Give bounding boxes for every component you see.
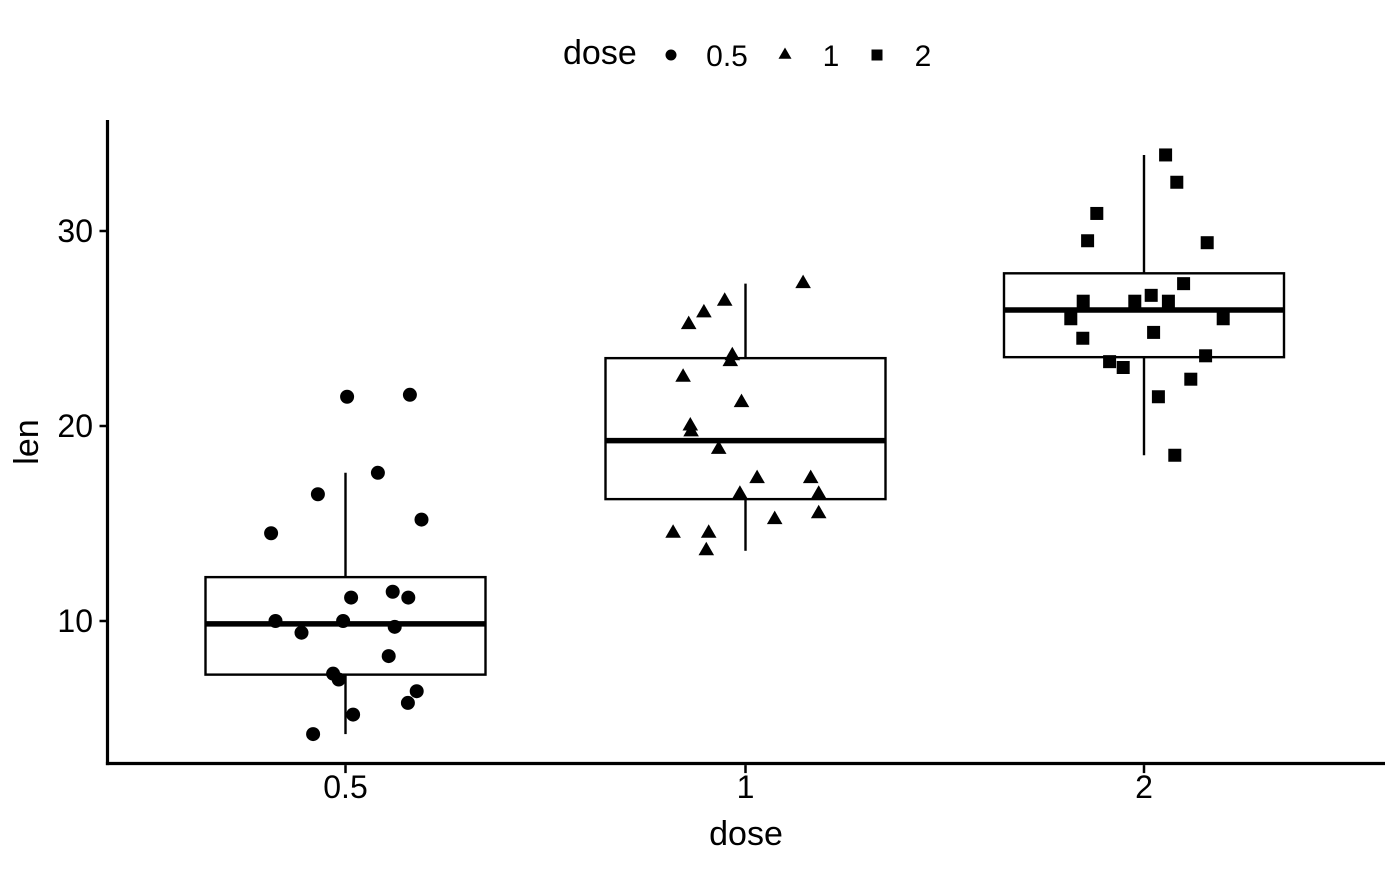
legend-item-label: 1 — [823, 40, 840, 73]
y-tick-label: 30 — [57, 213, 93, 249]
data-point-dose-1 — [802, 469, 819, 484]
data-point-dose-1 — [698, 541, 715, 556]
data-point-dose-1 — [810, 485, 827, 499]
data-point-dose-1 — [722, 352, 739, 367]
data-point-dose-2 — [1161, 294, 1175, 308]
data-point-dose-2 — [1184, 372, 1198, 386]
data-point-dose-2 — [1200, 236, 1214, 250]
data-point-dose-1 — [732, 485, 748, 499]
data-point-dose-0.5 — [340, 389, 355, 404]
data-point-dose-0.5 — [381, 649, 396, 664]
data-point-dose-2 — [1076, 331, 1090, 345]
x-tick-label: 0.5 — [323, 769, 367, 805]
data-point-dose-0.5 — [400, 695, 415, 710]
data-point-dose-2 — [1090, 206, 1104, 220]
data-point-dose-2 — [1216, 312, 1230, 326]
data-point-dose-1 — [683, 422, 699, 437]
data-point-dose-2 — [1116, 361, 1130, 374]
legend-marker-circle-icon — [665, 49, 677, 61]
data-point-dose-1 — [716, 292, 733, 306]
data-point-dose-1 — [682, 417, 699, 431]
data-point-dose-2 — [1076, 294, 1090, 308]
box-iqr — [1002, 272, 1286, 359]
data-point-dose-0.5 — [346, 707, 361, 722]
data-point-dose-1 — [795, 274, 811, 289]
data-point-dose-2 — [1128, 294, 1142, 308]
data-point-dose-0.5 — [336, 614, 351, 628]
y-tick-label: 10 — [57, 603, 93, 639]
data-point-dose-1 — [680, 315, 697, 330]
data-point-dose-1 — [749, 469, 765, 484]
data-point-dose-1 — [710, 440, 727, 454]
data-point-dose-0.5 — [402, 387, 417, 402]
legend-item-label: 2 — [915, 40, 932, 73]
y-axis-title: len — [8, 419, 46, 464]
data-point-dose-0.5 — [294, 625, 309, 640]
data-point-dose-0.5 — [401, 590, 416, 605]
data-point-dose-0.5 — [387, 619, 402, 634]
legend-title: dose — [563, 34, 637, 72]
data-point-dose-0.5 — [385, 584, 400, 599]
box-iqr — [604, 356, 887, 501]
data-point-dose-0.5 — [268, 614, 283, 628]
data-point-dose-2 — [1103, 355, 1117, 369]
legend-marker-triangle-icon — [778, 47, 792, 59]
x-tick-label: 2 — [1135, 769, 1153, 805]
data-point-dose-0.5 — [414, 512, 429, 527]
y-tick-label: 20 — [57, 408, 93, 444]
data-point-dose-2 — [1177, 277, 1191, 291]
data-point-dose-0.5 — [310, 487, 325, 502]
data-point-dose-2 — [1151, 390, 1165, 404]
data-point-dose-0.5 — [306, 727, 321, 742]
data-point-dose-0.5 — [331, 672, 346, 687]
x-tick-label: 1 — [737, 769, 755, 805]
data-point-dose-0.5 — [264, 526, 279, 541]
data-point-dose-1 — [700, 524, 717, 538]
data-point-dose-2 — [1147, 325, 1161, 339]
data-point-dose-1 — [696, 303, 712, 318]
data-point-dose-1 — [733, 393, 750, 408]
data-point-dose-2 — [1199, 349, 1213, 363]
data-point-dose-1 — [665, 524, 681, 538]
data-point-dose-2 — [1144, 288, 1158, 302]
data-point-dose-2 — [1064, 312, 1078, 326]
data-point-dose-0.5 — [344, 590, 359, 605]
data-point-dose-2 — [1159, 148, 1173, 162]
data-point-dose-2 — [1081, 234, 1095, 248]
legend-marker-square-icon — [871, 49, 883, 61]
data-point-dose-2 — [1170, 175, 1184, 189]
data-point-dose-0.5 — [370, 465, 385, 480]
data-point-dose-2 — [1168, 448, 1182, 462]
legend-item-label: 0.5 — [706, 40, 748, 73]
data-point-dose-0.5 — [409, 684, 424, 699]
data-point-dose-1 — [810, 504, 827, 519]
x-axis-title: dose — [709, 815, 783, 853]
data-point-dose-1 — [766, 510, 783, 525]
data-point-dose-1 — [675, 368, 691, 382]
